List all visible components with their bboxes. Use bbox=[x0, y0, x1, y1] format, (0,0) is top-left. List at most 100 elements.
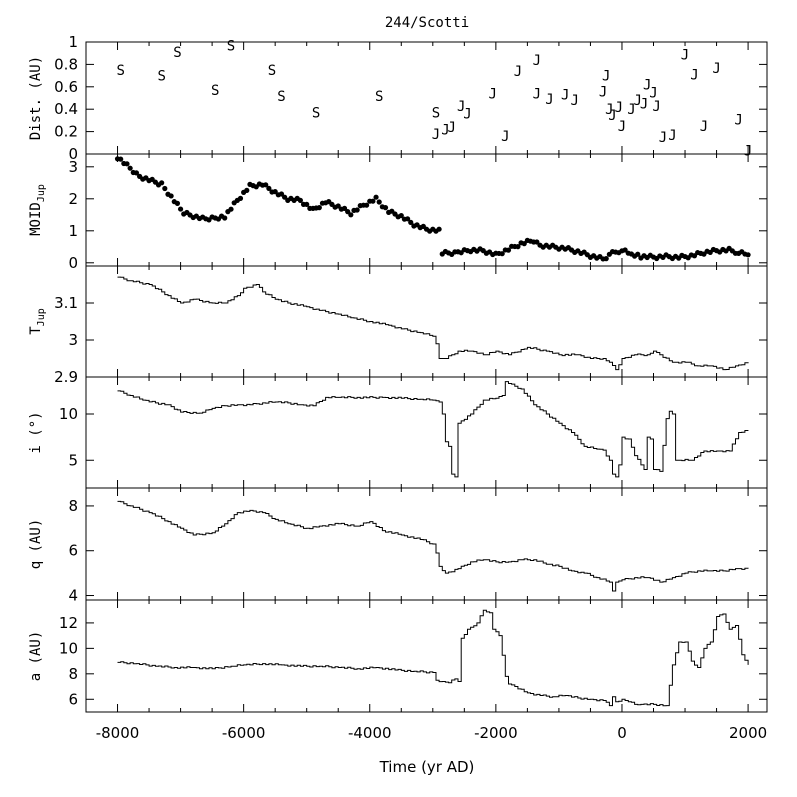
jupiter-marker: J bbox=[615, 100, 623, 116]
moid-point bbox=[373, 194, 379, 200]
saturn-marker: S bbox=[277, 89, 285, 105]
jupiter-marker: J bbox=[501, 129, 509, 145]
moid-point bbox=[272, 189, 278, 195]
y-tick-label: 8 bbox=[68, 497, 78, 515]
y-tick-label: 6 bbox=[68, 690, 78, 708]
jupiter-marker: J bbox=[734, 112, 742, 128]
moid-point bbox=[177, 206, 184, 212]
y-tick-label: 0.4 bbox=[54, 100, 78, 118]
y-axis-label: a (AU) bbox=[28, 631, 44, 682]
saturn-marker: S bbox=[211, 83, 219, 99]
panel-a: 6 8 10 12 a (AU) bbox=[28, 599, 768, 713]
saturn-marker: S bbox=[432, 106, 440, 122]
moid-point bbox=[297, 197, 303, 203]
jupiter-marker: J bbox=[634, 93, 642, 109]
panel-moid: 0 1 2 3 MOIDJup bbox=[28, 153, 768, 272]
jupiter-marker: J bbox=[602, 69, 610, 85]
x-tick-label: 2000 bbox=[729, 724, 767, 742]
y-axis-label-main: T bbox=[28, 326, 44, 335]
jupiter-marker: J bbox=[744, 144, 752, 160]
moid-point bbox=[335, 203, 341, 209]
y-axis-label-main: Dist. (AU) bbox=[28, 56, 44, 140]
y-tick-label: 0.2 bbox=[54, 123, 78, 141]
moid-point bbox=[127, 165, 133, 171]
y-axis-label: TJup bbox=[28, 308, 47, 335]
y-tick-label: 12 bbox=[59, 614, 78, 632]
panel-q: 4 6 8 q (AU) bbox=[28, 487, 768, 605]
x-tick-label: 0 bbox=[617, 724, 627, 742]
moid-point bbox=[505, 247, 512, 253]
jupiter-marker: J bbox=[659, 130, 667, 146]
jupiter-marker: J bbox=[652, 99, 660, 115]
y-axis-label-main: q (AU) bbox=[28, 519, 44, 570]
y-axis-label-sub: Jup bbox=[36, 184, 47, 202]
moid-point bbox=[159, 180, 165, 186]
moid-point bbox=[382, 205, 389, 211]
jupiter-marker: J bbox=[640, 97, 648, 113]
moid-point bbox=[436, 226, 442, 232]
jupiter-marker: J bbox=[545, 92, 553, 108]
moid-point bbox=[133, 170, 140, 176]
y-tick-label: 3 bbox=[68, 331, 78, 349]
y-tick-label: 8 bbox=[68, 665, 78, 683]
saturn-marker: S bbox=[268, 63, 276, 79]
moid-point bbox=[635, 251, 641, 257]
moid-point bbox=[603, 256, 609, 262]
moid-point bbox=[499, 251, 505, 257]
jupiter-marker: J bbox=[627, 102, 635, 118]
jupiter-marker: J bbox=[700, 119, 708, 135]
y-tick-label: 2.9 bbox=[54, 368, 78, 386]
saturn-marker: S bbox=[375, 89, 383, 105]
moid-point bbox=[691, 253, 698, 259]
saturn-marker: S bbox=[173, 45, 181, 61]
moid-point bbox=[348, 212, 354, 218]
moid-point bbox=[534, 239, 540, 245]
jupiter-marker: J bbox=[605, 102, 613, 118]
moid-point bbox=[304, 201, 310, 207]
x-tick-label: -8000 bbox=[96, 724, 140, 742]
x-tick-label: -2000 bbox=[474, 724, 518, 742]
saturn-marker: S bbox=[116, 63, 124, 79]
moid-point bbox=[408, 219, 414, 225]
y-tick-label: 3.1 bbox=[54, 294, 78, 312]
jupiter-marker: J bbox=[533, 87, 541, 103]
y-tick-label: 1 bbox=[68, 33, 78, 51]
y-tick-label: 4 bbox=[68, 587, 78, 605]
jupiter-marker: J bbox=[649, 85, 657, 101]
y-axis-label: i (°) bbox=[28, 411, 44, 453]
y-axis-label: q (AU) bbox=[28, 519, 44, 570]
moid-point bbox=[376, 199, 382, 205]
jupiter-marker: J bbox=[561, 88, 569, 104]
jupiter-marker: J bbox=[533, 53, 541, 69]
series-line-tjup bbox=[117, 276, 749, 371]
jupiter-marker: J bbox=[618, 119, 626, 135]
moid-point bbox=[228, 206, 234, 212]
y-axis-label: Dist. (AU) bbox=[28, 56, 44, 140]
series-line-a bbox=[117, 609, 749, 707]
moid-point bbox=[266, 185, 272, 191]
moid-point bbox=[263, 182, 269, 188]
moid-point bbox=[521, 241, 527, 247]
moid-point bbox=[162, 185, 168, 192]
moid-point bbox=[237, 195, 244, 201]
moid-point bbox=[404, 216, 411, 222]
series-line-q bbox=[117, 500, 749, 592]
moid-point bbox=[278, 191, 285, 197]
jupiter-marker: J bbox=[441, 122, 449, 138]
moid-point bbox=[168, 193, 174, 199]
jupiter-marker: J bbox=[608, 108, 616, 124]
moid-point bbox=[515, 244, 521, 250]
jupiter-marker: J bbox=[432, 127, 440, 143]
moid-point bbox=[316, 205, 322, 211]
y-axis-label-main: i (°) bbox=[28, 411, 44, 453]
panel-frame bbox=[85, 599, 768, 713]
jupiter-marker: J bbox=[690, 67, 698, 83]
y-axis-label-sub: Jup bbox=[36, 308, 47, 326]
jupiter-marker: J bbox=[457, 99, 465, 115]
y-tick-label: 3 bbox=[68, 158, 78, 176]
moid-point bbox=[622, 247, 628, 253]
series-line-incl bbox=[117, 381, 749, 478]
panel-tjup: 2.9 3 3.1 TJup bbox=[28, 265, 768, 386]
